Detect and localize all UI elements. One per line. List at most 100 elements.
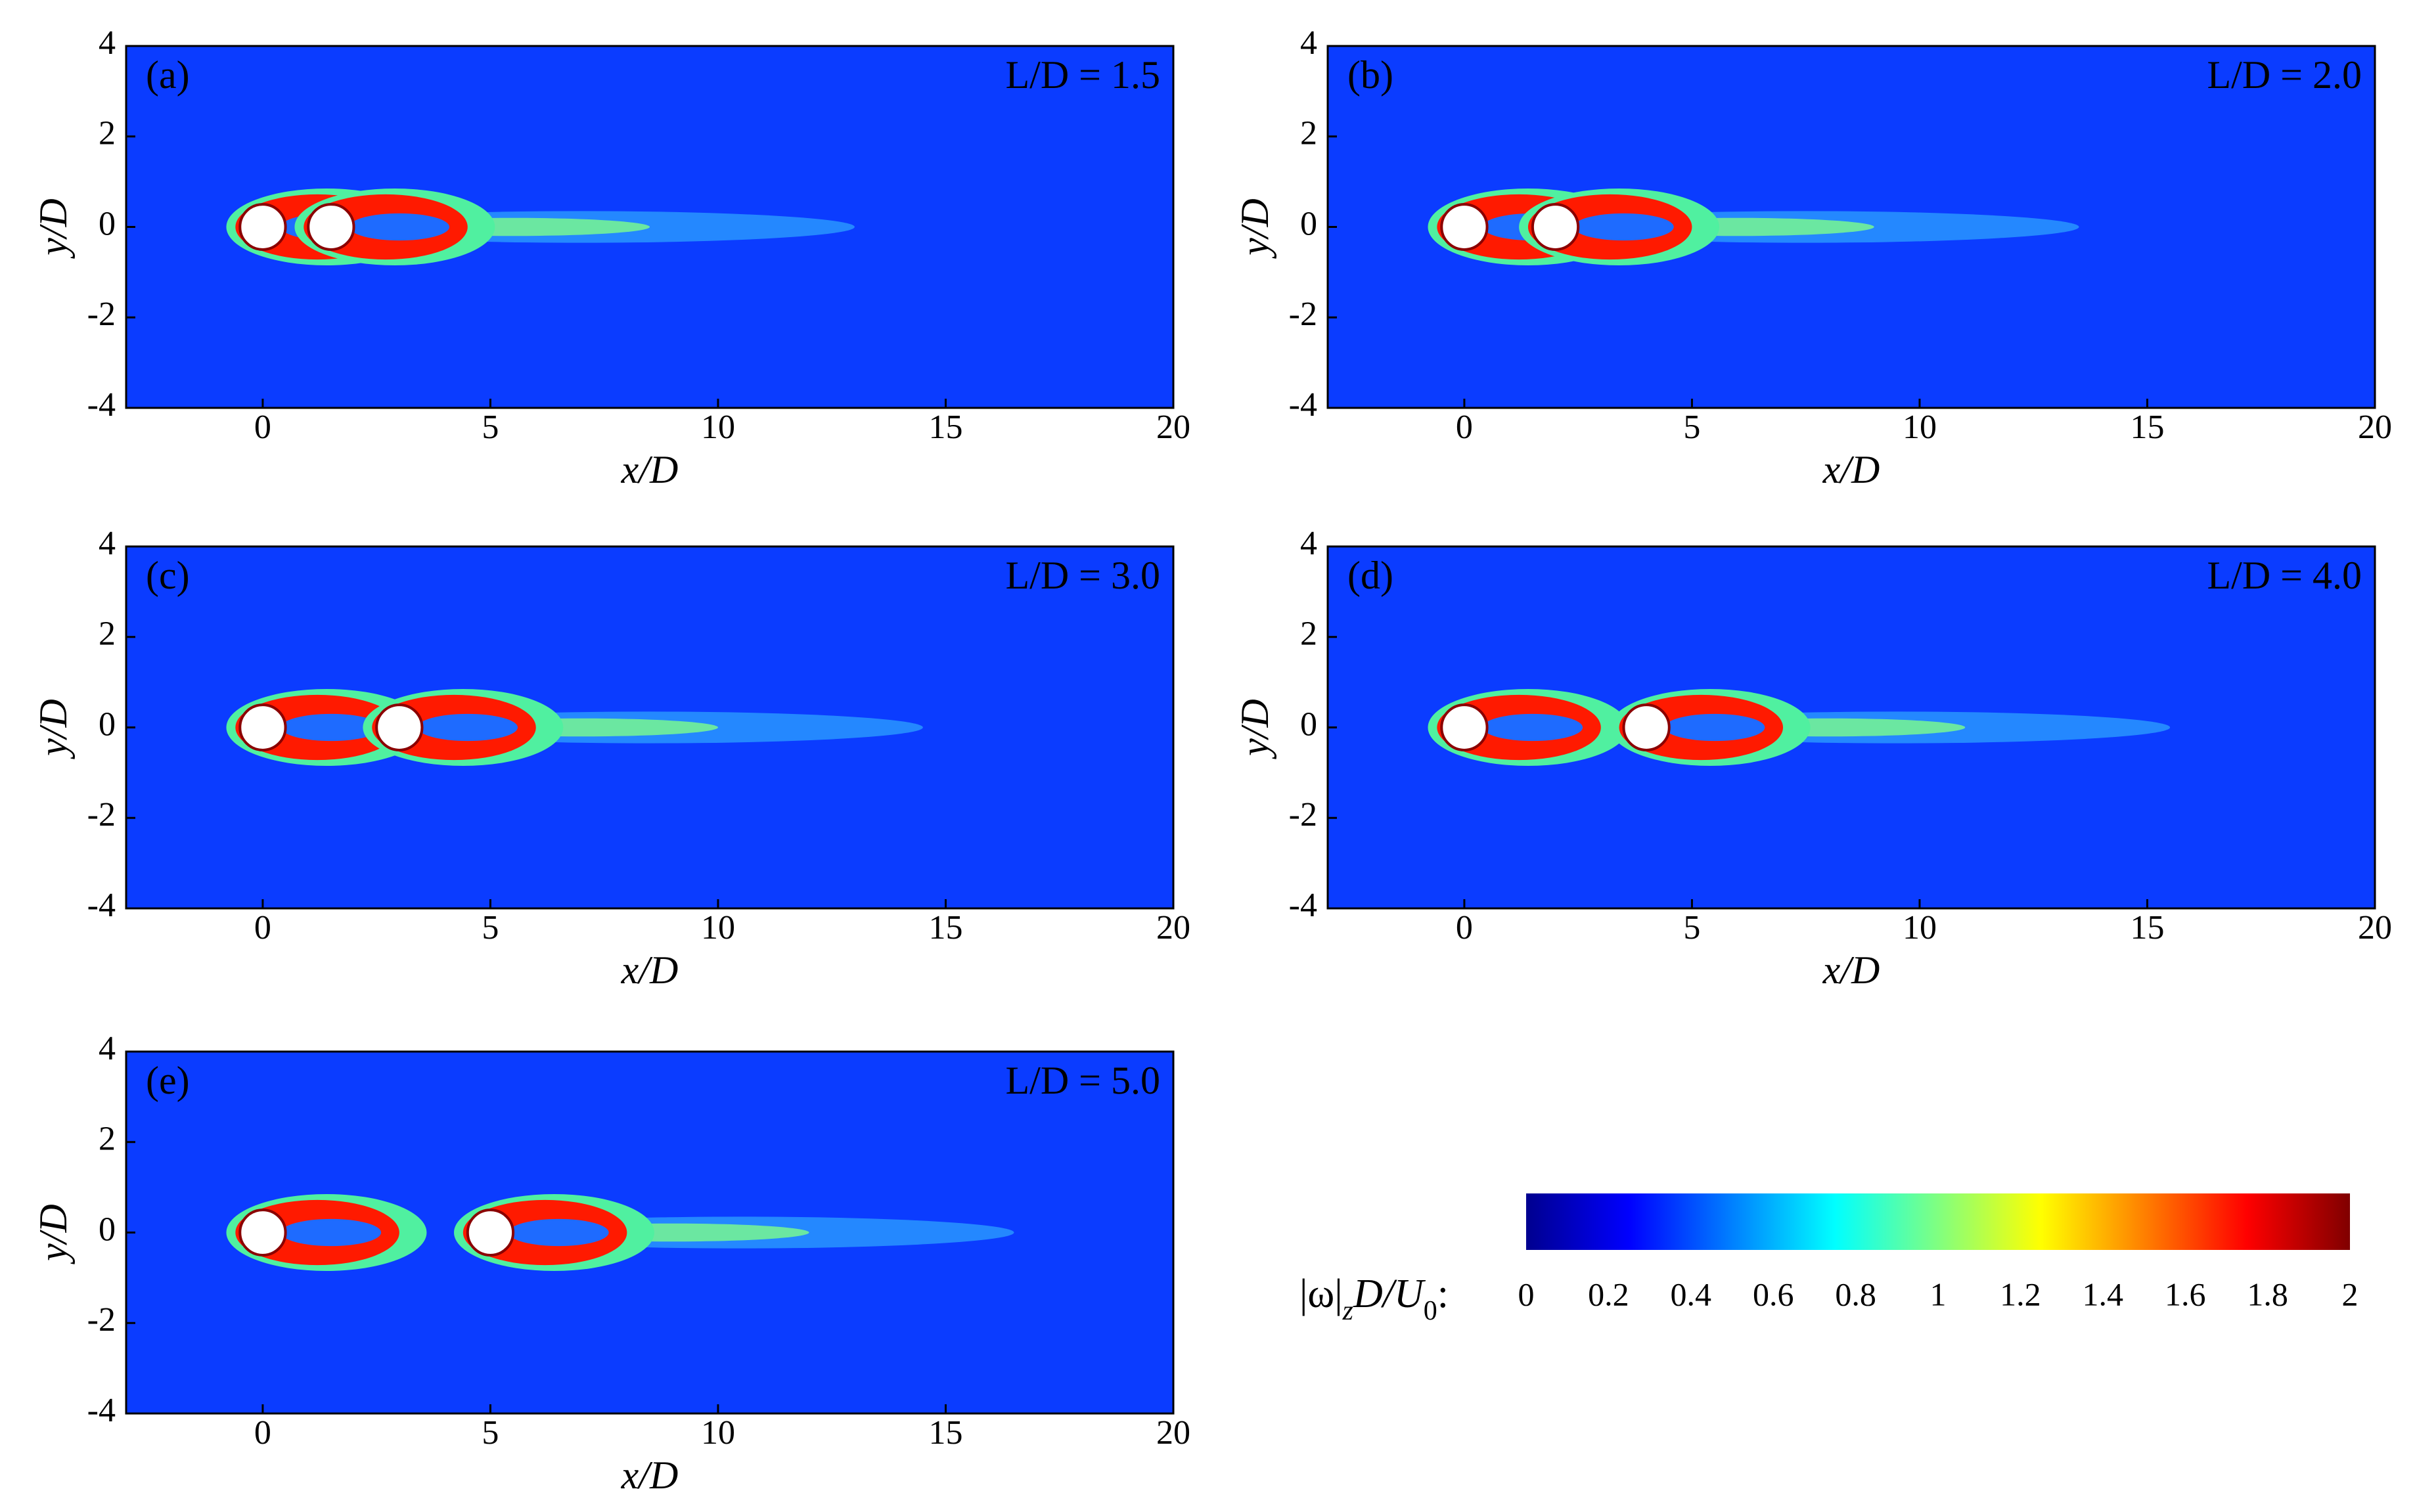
y-tick-label: -2 <box>1289 296 1317 333</box>
cylinder <box>466 1209 515 1256</box>
y-tick-label: 4 <box>1300 24 1317 62</box>
label-part: 0 <box>1424 1296 1437 1326</box>
y-tick-label: -2 <box>1289 796 1317 834</box>
colorbar-tick-label: 1.4 <box>2083 1276 2124 1312</box>
x-tick-label: 5 <box>1683 409 1700 446</box>
y-tick-label: 0 <box>99 1211 116 1248</box>
y-tick-label: -2 <box>87 796 116 834</box>
label-part: U <box>1394 1272 1426 1316</box>
x-tick-label: 0 <box>254 409 271 446</box>
wake-core <box>281 1218 382 1247</box>
colorbar-tick-label: 1.2 <box>2000 1276 2041 1312</box>
x-tick-label: 5 <box>482 909 499 946</box>
y-tick-label: -2 <box>87 296 116 333</box>
panel-label: (e) <box>146 1059 190 1102</box>
colorbar-tick-label: 0.8 <box>1835 1276 1876 1312</box>
y-axis-label: y/D <box>32 699 75 760</box>
label-part: |ω| <box>1299 1272 1343 1316</box>
colorbar-label: |ω|zD/U0: <box>1299 1272 1449 1325</box>
cylinder <box>1531 203 1580 251</box>
field <box>1328 46 2375 408</box>
field <box>1328 546 2375 908</box>
x-tick-label: 20 <box>2358 409 2392 446</box>
y-tick-label: 4 <box>99 525 116 562</box>
y-tick-label: 0 <box>1300 705 1317 743</box>
x-tick-label: 5 <box>482 409 499 446</box>
y-axis-label: y/D <box>32 198 75 259</box>
y-tick-label: -4 <box>87 1392 116 1429</box>
colorbar-tick-label: 0.4 <box>1671 1276 1712 1312</box>
y-tick-label: -4 <box>87 887 116 924</box>
x-tick-label: 0 <box>254 1414 271 1452</box>
x-tick-label: 15 <box>928 409 962 446</box>
y-tick-label: 2 <box>99 615 116 653</box>
y-tick-label: 0 <box>99 705 116 743</box>
x-tick-label: 20 <box>1156 1414 1190 1452</box>
colorbar-tick-label: 0 <box>1518 1276 1535 1312</box>
colorbar-tick-label: 1 <box>1930 1276 1947 1312</box>
cylinder <box>307 203 355 251</box>
wake-core <box>1664 713 1765 742</box>
x-tick-label: 10 <box>701 909 735 946</box>
y-tick-label: 4 <box>1300 525 1317 562</box>
wake-core <box>417 713 518 742</box>
cylinder <box>1622 703 1671 751</box>
y-tick-label: 4 <box>99 24 116 62</box>
x-tick-label: 0 <box>254 909 271 946</box>
annotation: L/D = 5.0 <box>1006 1059 1161 1102</box>
x-axis-label: x/D <box>1822 448 1880 491</box>
cylinder <box>238 1209 287 1256</box>
y-axis-label: y/D <box>32 1204 75 1265</box>
x-tick-label: 15 <box>2130 409 2164 446</box>
x-tick-label: 10 <box>701 1414 735 1452</box>
y-axis-label: y/D <box>1233 198 1276 259</box>
wake-core <box>508 1218 609 1247</box>
x-tick-label: 20 <box>2358 909 2392 946</box>
panel-label: (c) <box>146 554 190 597</box>
annotation: L/D = 3.0 <box>1006 554 1161 597</box>
field <box>126 46 1173 408</box>
colorbar-tick-label: 1.8 <box>2247 1276 2288 1312</box>
x-axis-label: x/D <box>621 948 679 992</box>
y-tick-label: 2 <box>99 1121 116 1158</box>
wake-core <box>281 713 382 742</box>
cylinder <box>238 703 287 751</box>
label-part: D/ <box>1353 1272 1397 1316</box>
panel-label: (a) <box>146 53 190 97</box>
annotation: L/D = 2.0 <box>2207 53 2362 97</box>
x-tick-label: 10 <box>1903 909 1937 946</box>
cylinder <box>1440 703 1489 751</box>
x-tick-label: 0 <box>1456 409 1473 446</box>
label-part: z <box>1342 1296 1353 1326</box>
field <box>126 546 1173 908</box>
x-tick-label: 0 <box>1456 909 1473 946</box>
y-tick-label: -4 <box>87 386 116 424</box>
wake-core <box>349 213 450 241</box>
colorbar <box>1526 1193 2350 1250</box>
y-tick-label: -4 <box>1289 887 1317 924</box>
annotation: L/D = 4.0 <box>2207 554 2362 597</box>
x-tick-label: 10 <box>701 409 735 446</box>
x-tick-label: 15 <box>928 909 962 946</box>
x-tick-label: 15 <box>928 1414 962 1452</box>
x-tick-label: 15 <box>2130 909 2164 946</box>
y-tick-label: 2 <box>1300 115 1317 152</box>
y-axis-label: y/D <box>1233 699 1276 760</box>
annotation: L/D = 1.5 <box>1006 53 1161 97</box>
y-tick-label: 0 <box>99 205 116 242</box>
wake-core <box>1482 713 1583 742</box>
y-tick-label: 2 <box>99 115 116 152</box>
colorbar-tick-label: 1.6 <box>2165 1276 2206 1312</box>
x-tick-label: 5 <box>482 1414 499 1452</box>
y-tick-label: -4 <box>1289 386 1317 424</box>
colorbar-tick-label: 0.6 <box>1753 1276 1794 1312</box>
x-tick-label: 10 <box>1903 409 1937 446</box>
cylinder <box>1440 203 1489 251</box>
x-tick-label: 20 <box>1156 909 1190 946</box>
cylinder <box>375 703 424 751</box>
y-tick-label: 2 <box>1300 615 1317 653</box>
panel-label: (b) <box>1347 53 1393 97</box>
colorbar-tick-label: 0.2 <box>1588 1276 1629 1312</box>
